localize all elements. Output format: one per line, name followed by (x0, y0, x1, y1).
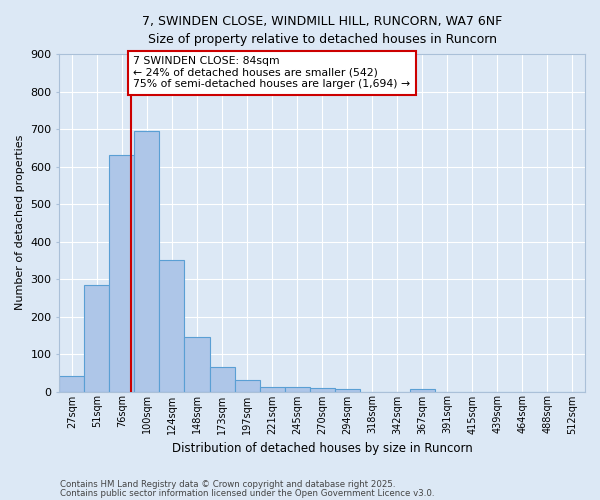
Text: Contains HM Land Registry data © Crown copyright and database right 2025.: Contains HM Land Registry data © Crown c… (60, 480, 395, 489)
Bar (85, 286, 109, 392)
Text: 7 SWINDEN CLOSE: 84sqm
← 24% of detached houses are smaller (542)
75% of semi-de: 7 SWINDEN CLOSE: 84sqm ← 24% of detached… (133, 56, 410, 89)
Title: 7, SWINDEN CLOSE, WINDMILL HILL, RUNCORN, WA7 6NF
Size of property relative to d: 7, SWINDEN CLOSE, WINDMILL HILL, RUNCORN… (142, 15, 502, 46)
Bar (310, 388, 335, 392)
Bar (184, 337, 209, 392)
Text: Contains public sector information licensed under the Open Government Licence v3: Contains public sector information licen… (60, 489, 434, 498)
Bar (235, 380, 260, 392)
Bar (410, 388, 435, 392)
Bar (209, 367, 235, 392)
Y-axis label: Number of detached properties: Number of detached properties (15, 135, 25, 310)
X-axis label: Distribution of detached houses by size in Runcorn: Distribution of detached houses by size … (172, 442, 473, 455)
Bar (109, 156, 134, 392)
Bar (160, 260, 184, 392)
Bar (260, 386, 284, 392)
Bar (59, 376, 85, 392)
Bar (335, 388, 360, 392)
Bar (284, 388, 310, 392)
Bar (134, 131, 160, 392)
